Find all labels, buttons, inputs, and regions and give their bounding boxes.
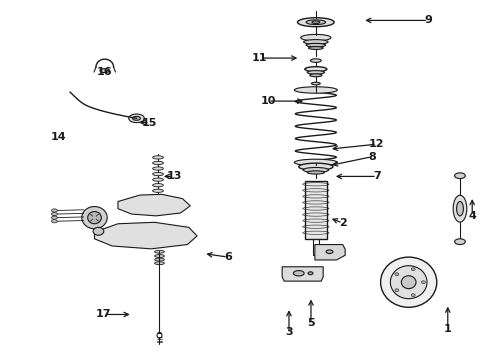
- Ellipse shape: [312, 82, 320, 85]
- Text: 11: 11: [252, 53, 268, 63]
- Ellipse shape: [133, 116, 141, 120]
- Text: 10: 10: [261, 96, 276, 106]
- Ellipse shape: [88, 212, 101, 224]
- Ellipse shape: [453, 195, 467, 222]
- Ellipse shape: [155, 258, 164, 261]
- Polygon shape: [118, 194, 190, 216]
- Ellipse shape: [310, 74, 322, 77]
- Ellipse shape: [311, 59, 321, 62]
- Ellipse shape: [153, 161, 163, 165]
- Ellipse shape: [301, 35, 331, 41]
- Text: 12: 12: [369, 139, 385, 149]
- Text: 5: 5: [307, 319, 315, 328]
- Ellipse shape: [455, 173, 466, 179]
- Text: 15: 15: [142, 118, 157, 128]
- Ellipse shape: [294, 87, 337, 93]
- Ellipse shape: [308, 272, 313, 275]
- Ellipse shape: [306, 20, 326, 24]
- Text: 2: 2: [339, 218, 346, 228]
- Ellipse shape: [51, 209, 57, 212]
- Ellipse shape: [100, 69, 110, 73]
- Ellipse shape: [395, 289, 399, 292]
- Ellipse shape: [326, 250, 333, 253]
- Ellipse shape: [297, 18, 334, 27]
- Ellipse shape: [153, 189, 163, 192]
- Ellipse shape: [299, 163, 333, 170]
- Ellipse shape: [312, 21, 320, 23]
- Ellipse shape: [129, 114, 145, 123]
- Text: 8: 8: [368, 152, 376, 162]
- Text: 1: 1: [444, 324, 452, 334]
- Text: 3: 3: [285, 327, 293, 337]
- Ellipse shape: [153, 167, 163, 170]
- Ellipse shape: [455, 239, 466, 244]
- Text: 6: 6: [224, 252, 232, 262]
- Ellipse shape: [305, 67, 327, 72]
- Ellipse shape: [411, 294, 415, 297]
- Polygon shape: [282, 267, 323, 281]
- Text: 17: 17: [96, 310, 111, 319]
- Ellipse shape: [401, 276, 416, 289]
- Ellipse shape: [51, 220, 57, 223]
- Ellipse shape: [306, 43, 326, 47]
- Ellipse shape: [309, 46, 323, 49]
- Polygon shape: [315, 244, 345, 260]
- Ellipse shape: [307, 71, 324, 74]
- Ellipse shape: [294, 159, 337, 166]
- Ellipse shape: [93, 227, 104, 235]
- Ellipse shape: [82, 207, 107, 229]
- Text: 16: 16: [97, 67, 113, 77]
- Ellipse shape: [155, 250, 164, 253]
- Ellipse shape: [51, 212, 57, 216]
- Ellipse shape: [51, 216, 57, 219]
- Ellipse shape: [381, 257, 437, 307]
- Ellipse shape: [395, 273, 399, 276]
- Ellipse shape: [307, 171, 324, 174]
- Ellipse shape: [391, 266, 427, 299]
- Text: 7: 7: [373, 171, 381, 181]
- Polygon shape: [305, 181, 327, 239]
- Ellipse shape: [421, 281, 425, 284]
- Ellipse shape: [155, 262, 164, 265]
- Ellipse shape: [411, 268, 415, 271]
- Ellipse shape: [153, 156, 163, 159]
- Text: 13: 13: [167, 171, 182, 181]
- Ellipse shape: [153, 178, 163, 181]
- Text: 14: 14: [50, 132, 66, 142]
- Text: 9: 9: [424, 15, 432, 26]
- Ellipse shape: [153, 172, 163, 176]
- Ellipse shape: [457, 202, 464, 216]
- Ellipse shape: [155, 255, 164, 257]
- Polygon shape: [95, 222, 197, 249]
- Ellipse shape: [303, 167, 329, 172]
- Ellipse shape: [294, 271, 304, 276]
- Ellipse shape: [153, 184, 163, 187]
- Ellipse shape: [304, 40, 328, 44]
- Text: 4: 4: [468, 211, 476, 221]
